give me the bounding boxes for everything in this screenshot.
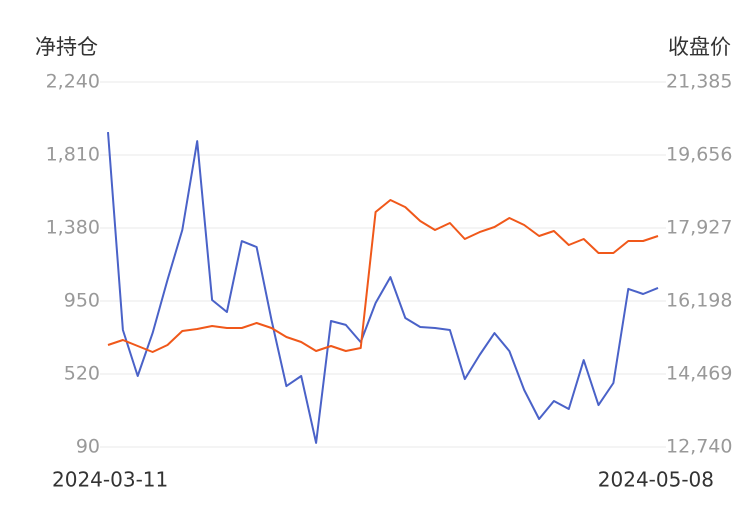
series-line [107, 199, 659, 353]
y2-tick-label: 19,656 [666, 144, 732, 166]
y-tick-label: 90 [76, 436, 100, 458]
y-tick-label: 1,380 [46, 217, 100, 239]
y-axis-title: 净持仓 [35, 35, 98, 59]
y2-tick-label: 14,469 [666, 363, 732, 385]
series-line [107, 132, 659, 444]
y-tick-label: 950 [64, 290, 100, 312]
x-tick-label: 2024-03-11 [52, 468, 168, 492]
y2-tick-label: 17,927 [666, 217, 732, 239]
y-tick-label: 520 [64, 363, 100, 385]
y2-tick-label: 16,198 [666, 290, 732, 312]
y2-tick-label: 12,740 [666, 436, 732, 458]
y-tick-label: 1,810 [46, 144, 100, 166]
x-tick-label: 2024-05-08 [598, 468, 714, 492]
y-tick-label: 2,240 [46, 71, 100, 93]
y2-axis-title: 收盘价 [668, 35, 731, 59]
y2-tick-label: 21,385 [666, 71, 732, 93]
